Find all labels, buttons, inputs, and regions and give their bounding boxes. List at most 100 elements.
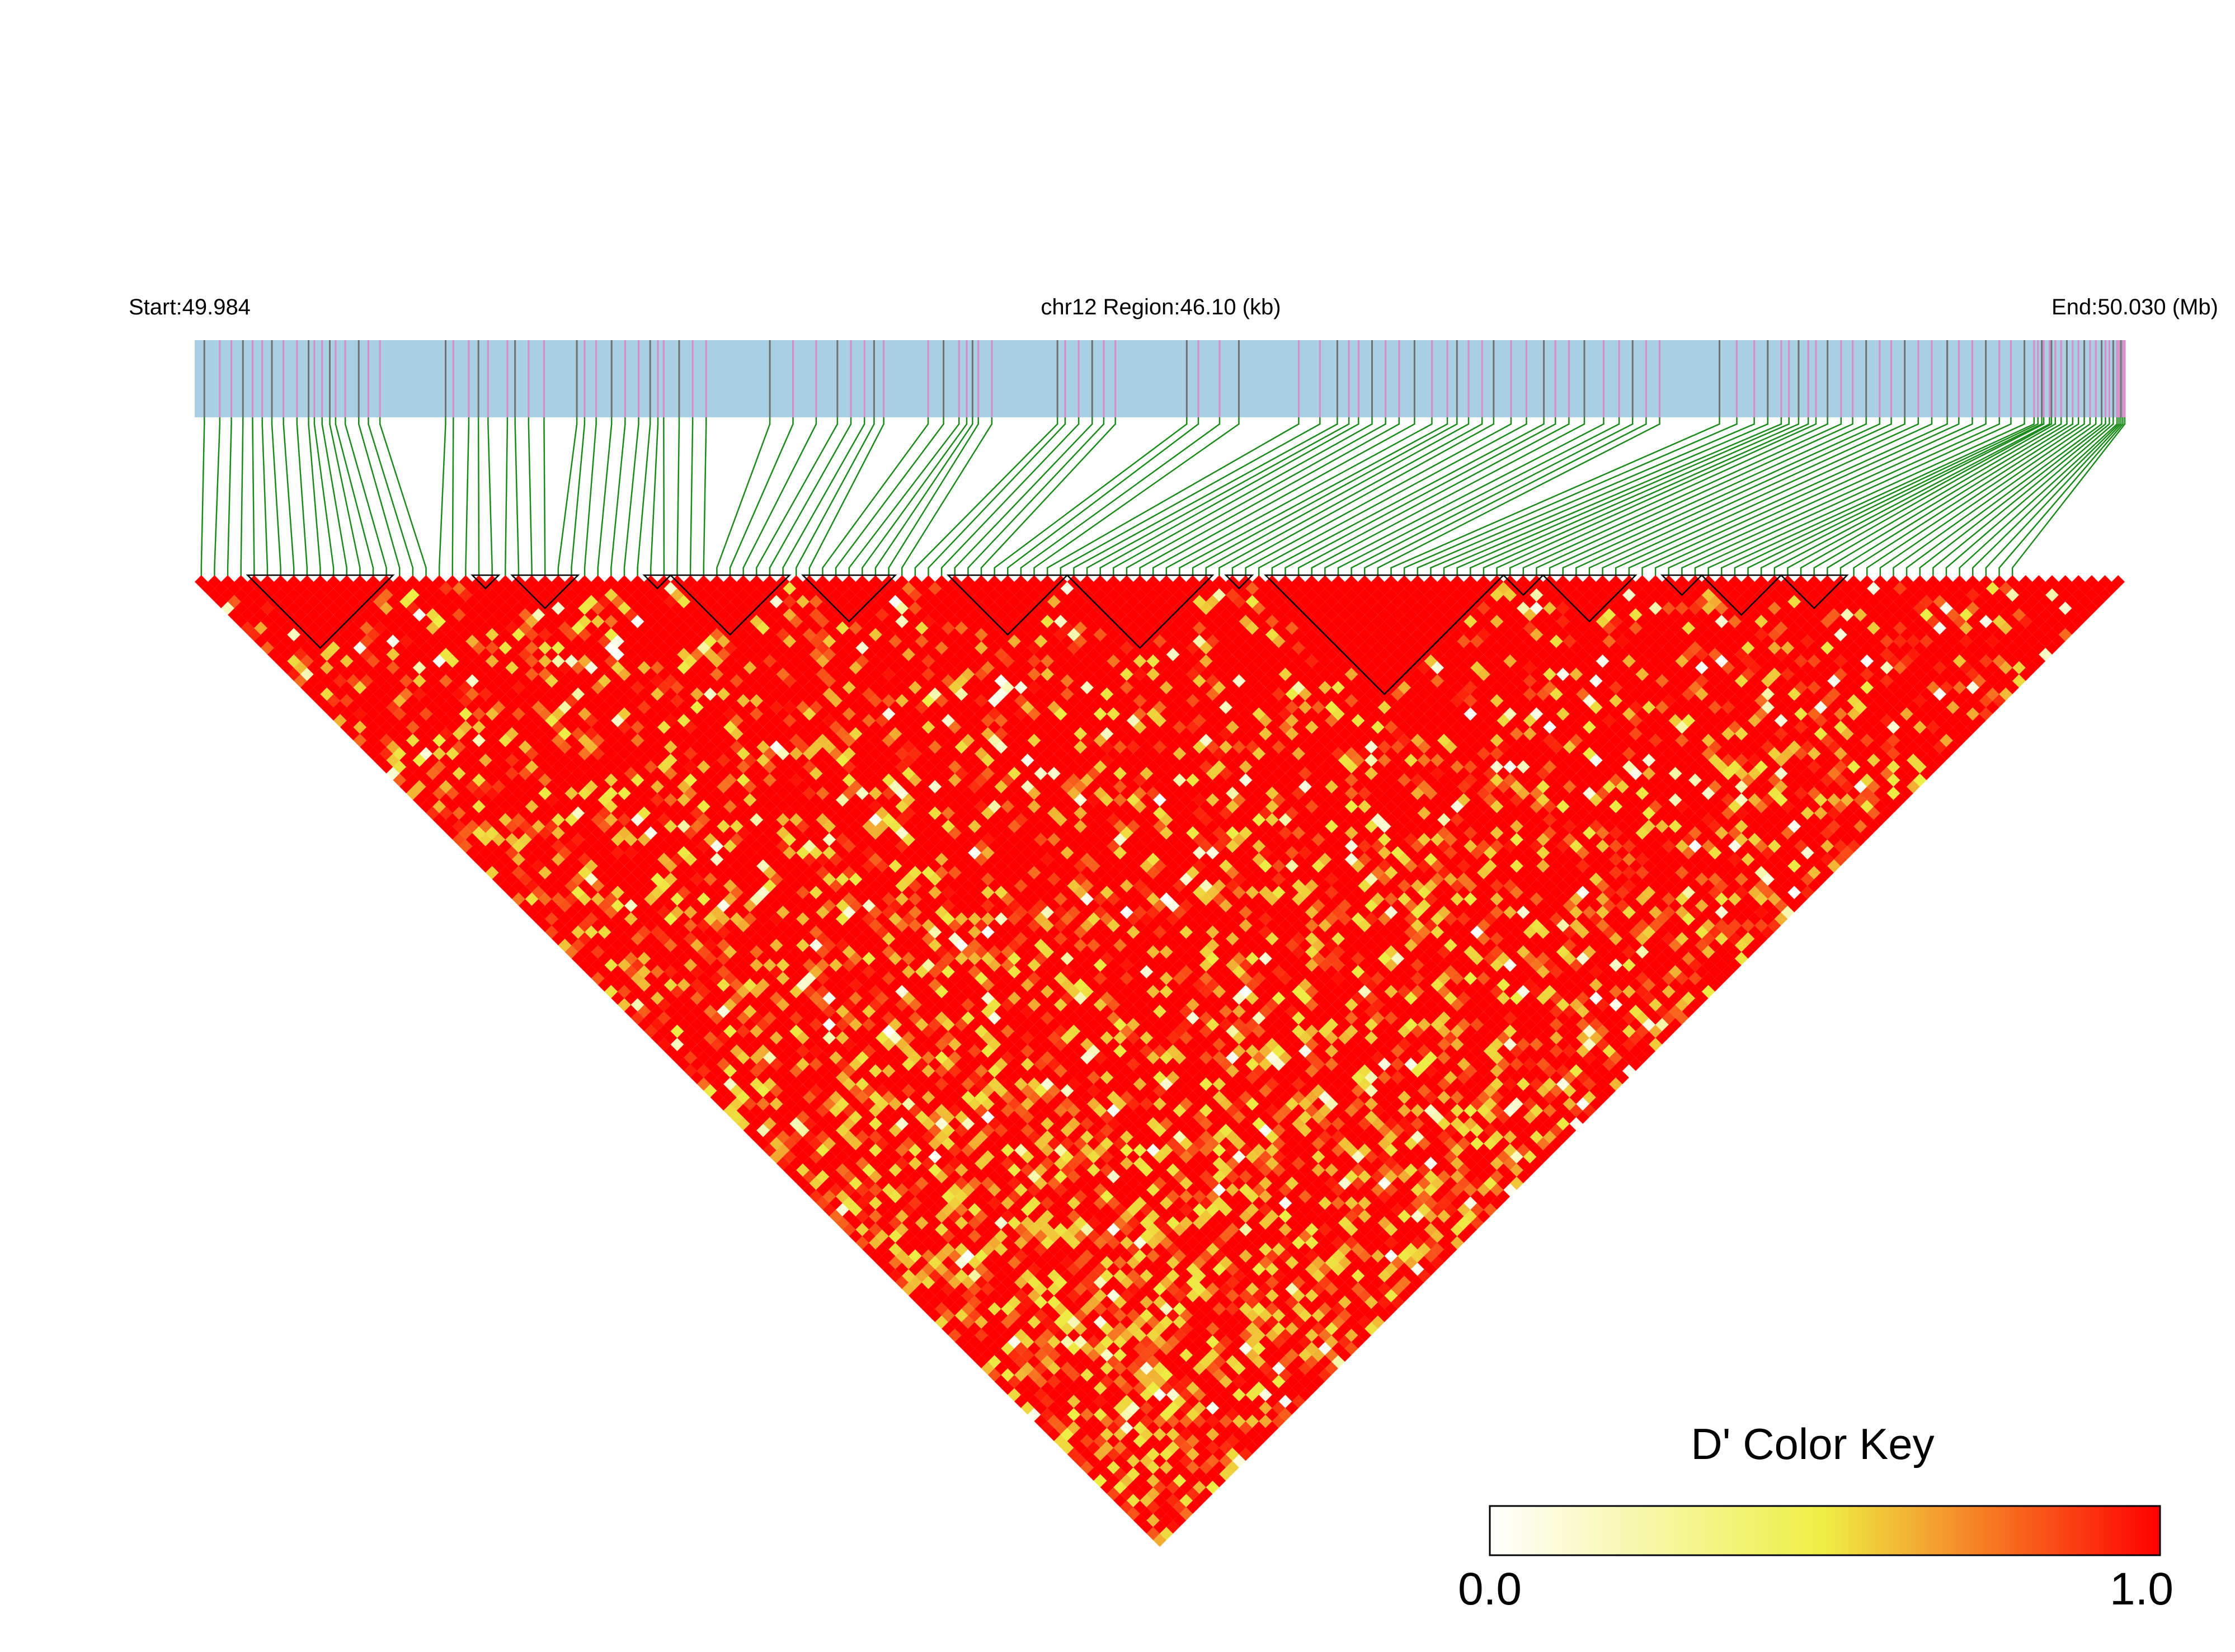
snp-connector [261,417,269,577]
ld-cell [802,1183,816,1197]
snp-connector [368,417,414,577]
ld-cell [948,1276,962,1289]
snp-connector [1827,417,2068,577]
ld-cell [670,972,684,985]
snp-connector [1020,417,1221,577]
ld-cell [360,727,374,741]
ld-cell [611,939,624,952]
ld-cell [485,773,499,787]
ld-cell [1034,1348,1048,1362]
ld-cell [274,615,288,628]
snp-connector [313,417,335,577]
ld-cell [611,925,624,939]
ld-cell [432,773,446,787]
snp-connector [1972,417,2120,577]
ld-cell [954,1335,968,1349]
ld-cell [498,879,512,893]
ld-cell [459,787,473,800]
ld-cell [366,681,380,694]
ld-cell [802,1170,816,1184]
ld-cell [921,1223,935,1236]
ld-cell [1107,1474,1121,1488]
ld-cell [1053,1381,1067,1395]
ld-cell [802,1077,816,1091]
ld-cell [247,615,261,628]
ld-cell [855,1130,869,1144]
ld-cell [968,1348,981,1362]
ld-cell [498,773,512,787]
snp-connector [623,417,639,577]
ld-cell [1113,1428,1127,1441]
ld-cell [492,859,506,873]
ld-cell [1080,1447,1094,1461]
ld-cell [1001,1355,1015,1368]
ld-cell [208,575,222,589]
ld-cell [479,859,492,873]
ld-cell [1093,1434,1107,1448]
ld-cell [961,1249,975,1263]
ld-cell [783,1163,797,1177]
ld-cell [591,919,605,933]
ld-cell [399,766,413,780]
snp-connector [1165,417,1433,577]
ld-cell [552,826,565,840]
ld-cell [1133,1500,1147,1514]
ld-cell [452,806,466,820]
ld-cell [618,945,631,959]
ld-cell [1146,1487,1160,1501]
ld-cell [505,886,519,900]
ld-cell [895,1223,909,1236]
ld-cell [836,1150,849,1164]
ld-cell [637,965,651,978]
ld-cell [399,700,413,714]
ld-cell [280,634,294,648]
ld-cell [558,886,572,900]
ld-cell [597,952,611,966]
ld-cell [1153,1454,1166,1468]
ld-cell [1034,1335,1048,1349]
ld-cell [1126,1480,1140,1494]
snp-connector [1430,417,1768,577]
ld-cell [346,714,360,727]
ld-cell [935,1249,948,1263]
ld-cell [948,1223,962,1236]
ld-cell [961,1236,975,1250]
ld-cell [869,1249,882,1263]
ld-cell [1034,1309,1048,1322]
ld-cell [492,846,506,860]
ld-cell [1107,1395,1121,1408]
ld-cell [935,1209,948,1223]
snp-connector [1853,417,2079,577]
ld-cell [862,1189,876,1203]
ld-cell [1014,1381,1028,1395]
snp-connector [321,417,347,577]
ld-cell [459,747,473,761]
ld-cell [935,1223,948,1236]
ld-cell [366,641,380,655]
ld-cell [221,601,234,615]
ld-cell [882,1196,896,1210]
ld-cell [353,667,367,681]
ld-cell [796,1110,810,1124]
ld-cell [651,925,664,939]
ld-cell [346,727,360,741]
ld-cell [1060,1335,1074,1349]
ld-cell [585,965,598,978]
ld-cell [902,1189,915,1203]
ld-cell [928,1242,942,1256]
ld-cell [822,1189,836,1203]
ld-cell [419,773,433,787]
ld-cell [512,799,525,813]
ld-cell [1074,1348,1088,1362]
ld-cell [888,1229,902,1243]
ld-cell [512,826,525,840]
ld-cell [459,826,473,840]
ld-cell [1080,1381,1094,1395]
ld-cell [300,588,314,602]
ld-cell [657,972,671,985]
ld-cell [842,1170,856,1184]
ld-cell [287,641,301,655]
ld-cell [472,853,486,867]
ld-cell [340,641,354,655]
ld-cell [670,958,684,972]
